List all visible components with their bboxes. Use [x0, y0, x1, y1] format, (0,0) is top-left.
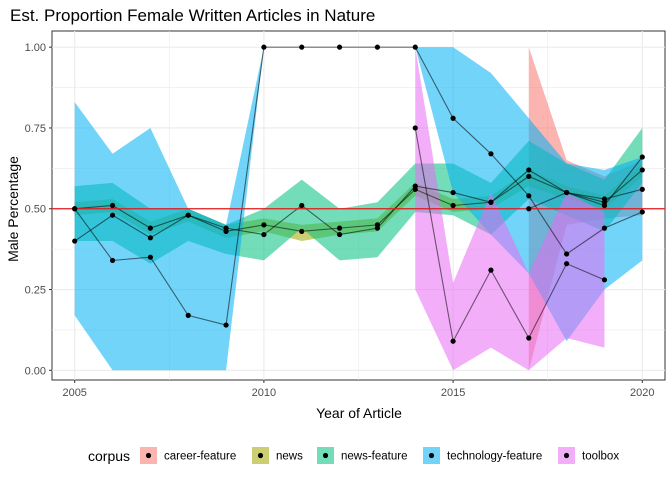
- x-axis-title: Year of Article: [316, 405, 402, 421]
- ribbon-technology-feature: [74, 47, 643, 371]
- y-tick-label: 1.00: [25, 42, 46, 54]
- point-technology-feature: [601, 225, 608, 231]
- x-tick-label: 2005: [62, 387, 86, 399]
- point-news-feature: [147, 235, 153, 241]
- legend-label-toolbox: toolbox: [582, 451, 619, 463]
- point-technology-feature: [336, 44, 343, 50]
- point-news-feature: [488, 199, 494, 205]
- point-toolbox: [450, 338, 456, 344]
- point-news: [299, 228, 305, 234]
- line-news: [74, 169, 643, 232]
- point-technology-feature: [564, 251, 570, 257]
- legend-point-news-feature: [322, 452, 329, 459]
- point-technology-feature: [299, 44, 305, 50]
- point-news-feature: [564, 189, 570, 196]
- point-news-feature: [336, 231, 343, 238]
- y-tick-label: 0.25: [25, 285, 46, 297]
- line-toolbox: [414, 127, 605, 343]
- ribbon-toolbox: [415, 47, 605, 371]
- x-tick-label: 2010: [252, 387, 276, 399]
- point-technology-feature: [147, 254, 153, 260]
- line-technology-feature: [74, 46, 643, 326]
- legend-point-technology-feature: [428, 452, 435, 459]
- point-news-feature: [223, 225, 229, 231]
- point-toolbox: [564, 261, 570, 267]
- y-tick-label: 0.75: [25, 123, 46, 135]
- series-lines: [74, 46, 643, 343]
- point-technology-feature: [639, 209, 645, 215]
- point-technology-feature: [488, 151, 494, 157]
- point-toolbox: [488, 267, 494, 273]
- point-news: [450, 202, 456, 209]
- point-news-feature: [601, 202, 608, 209]
- point-toolbox: [412, 125, 418, 131]
- point-technology-feature: [261, 44, 267, 50]
- y-tick-label: 0.00: [25, 365, 46, 377]
- point-technology-feature: [526, 193, 532, 199]
- legend-label-news: news: [276, 451, 303, 463]
- point-news: [336, 225, 343, 231]
- series-points: [72, 44, 645, 344]
- y-tick-label: 0.50: [25, 204, 46, 216]
- legend: corpus career-feature news news-feature tec…: [88, 447, 619, 464]
- legend-label-technology-feature: technology-feature: [447, 451, 542, 463]
- point-career-feature: [639, 186, 645, 192]
- legend-title: corpus: [88, 448, 130, 464]
- point-news: [147, 225, 153, 231]
- point-news-feature: [412, 183, 418, 189]
- legend-point-career-feature: [145, 452, 152, 459]
- point-news: [526, 173, 532, 180]
- point-technology-feature: [185, 312, 191, 318]
- legend-point-news: [257, 452, 264, 459]
- point-news-feature: [72, 238, 78, 244]
- x-tick-label: 2020: [630, 387, 654, 399]
- point-technology-feature: [374, 44, 381, 50]
- point-news: [109, 202, 116, 209]
- line-news-feature: [74, 156, 643, 242]
- point-news-feature: [374, 225, 381, 231]
- point-technology-feature: [412, 44, 418, 50]
- point-news-feature: [526, 167, 532, 173]
- point-technology-feature: [72, 206, 78, 212]
- point-news: [261, 222, 267, 228]
- legend-point-toolbox: [563, 452, 570, 459]
- point-news: [639, 167, 645, 173]
- legend-label-news-feature: news-feature: [341, 451, 407, 463]
- line-career-feature: [528, 188, 643, 210]
- point-news-feature: [299, 202, 305, 209]
- y-axis-title: Male Percentage: [5, 156, 21, 262]
- legend-label-career-feature: career-feature: [164, 451, 236, 463]
- point-news-feature: [450, 189, 456, 196]
- chart-title: Est. Proportion Female Written Articles …: [10, 6, 375, 25]
- x-tick-label: 2015: [441, 387, 465, 399]
- point-technology-feature: [223, 322, 229, 328]
- point-news-feature: [185, 212, 191, 218]
- point-technology-feature: [109, 257, 116, 264]
- point-news-feature: [109, 212, 116, 218]
- y-axis: 0.00 0.25 0.50 0.75 1.00: [25, 42, 52, 377]
- point-news-feature: [639, 154, 645, 160]
- point-news-feature: [261, 231, 267, 238]
- point-toolbox: [526, 335, 532, 341]
- point-technology-feature: [450, 115, 456, 121]
- point-career-feature: [526, 206, 532, 212]
- x-axis: 2005 2010 2015 2020: [62, 380, 655, 399]
- point-toolbox: [601, 277, 608, 283]
